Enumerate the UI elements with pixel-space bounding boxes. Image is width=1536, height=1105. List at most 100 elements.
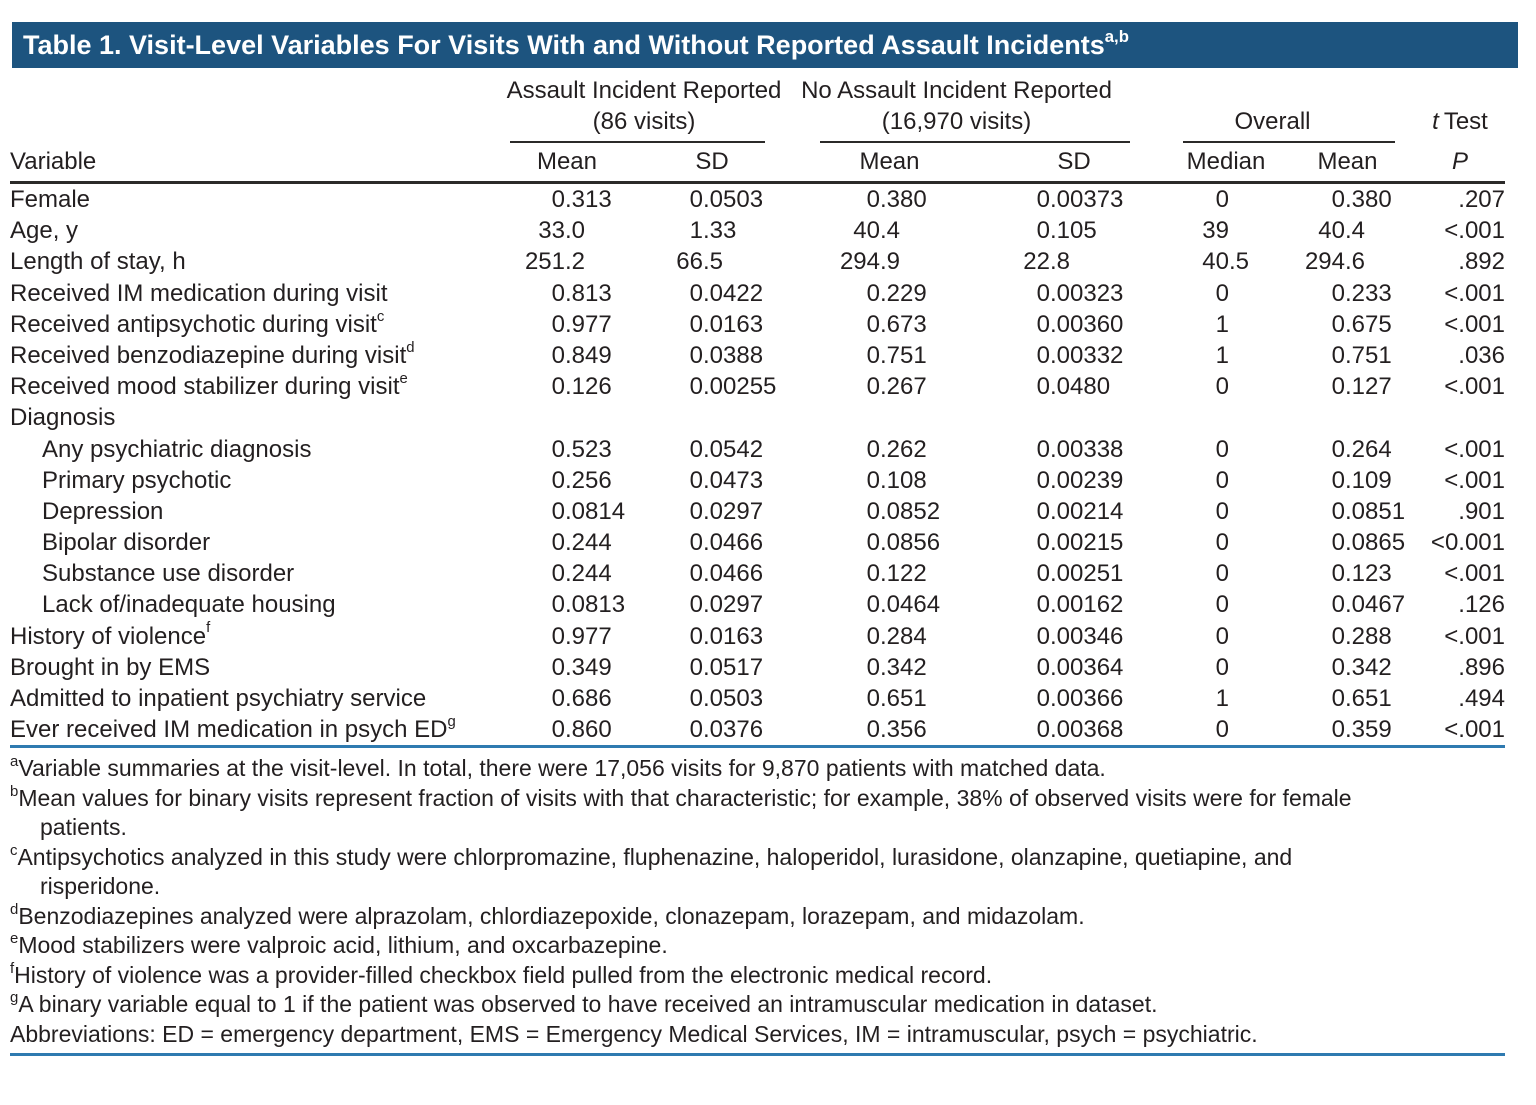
footnote: aVariable summaries at the visit-level. …: [10, 753, 1106, 782]
value-cell: 0: [1215, 529, 1229, 557]
value-cell: <.001: [1444, 279, 1505, 307]
row-label: Substance use disorder: [42, 560, 295, 588]
value-cell: 0.244: [551, 529, 612, 557]
group-t-test: t Test P: [1415, 75, 1505, 181]
group-title: No Assault Incident Reported: [801, 77, 1112, 104]
table-row: Age, y 33.0 1.33 40.4 0.105 39 40.4 <.001: [10, 215, 1505, 246]
row-label: Depression: [42, 497, 164, 525]
value-cell: 0.00373: [1036, 186, 1124, 213]
value-cell: 0.00346: [1036, 622, 1124, 650]
value-cell: 0.00251: [1036, 560, 1124, 588]
value-cell: 1.33: [689, 217, 737, 245]
group-underline: [1183, 141, 1395, 143]
value-cell: 0.977: [551, 310, 612, 338]
value-cell: 1: [1215, 310, 1229, 338]
figure-bottom-rule: [10, 1053, 1505, 1057]
table: Variable Assault Incident Reported (86 v…: [10, 75, 1505, 1057]
value-cell: 0.349: [551, 653, 612, 681]
footnote: dBenzodiazepines analyzed were alprazola…: [10, 900, 1085, 929]
value-cell: 0.0467: [1331, 591, 1406, 619]
value-cell: 0.0297: [689, 591, 764, 619]
footnote: gA binary variable equal to 1 if the pat…: [10, 989, 1158, 1018]
row-label: Age, y: [10, 217, 79, 245]
value-cell: 33.0: [538, 217, 586, 245]
table-row: Admitted to inpatient psychiatry service…: [10, 683, 1505, 714]
value-cell: 0: [1215, 560, 1229, 588]
value-cell: 0.356: [866, 716, 927, 744]
col-sd-assault: SD: [695, 148, 729, 175]
value-cell: 39: [1202, 217, 1229, 245]
value-cell: <.001: [1444, 217, 1505, 245]
value-cell: 0.860: [551, 716, 612, 744]
table-body: Female 0.313 0.0503 0.380 0.00373 0 0.380 .207…: [10, 184, 1505, 745]
value-cell: 0.00338: [1036, 435, 1124, 463]
row-label: Diagnosis: [10, 404, 116, 432]
value-cell: 0: [1215, 497, 1229, 525]
row-label: Received IM medication during visit: [10, 279, 388, 307]
value-cell: <.001: [1444, 435, 1505, 463]
row-label: History of violencef: [10, 620, 211, 650]
value-cell: 0.380: [1331, 186, 1392, 213]
value-cell: 0.751: [1331, 341, 1392, 369]
group-title: Assault Incident Reported: [506, 77, 782, 104]
table-bottom-rule: [10, 745, 1505, 749]
value-cell: 0.229: [866, 279, 927, 307]
group-subtitle: (16,970 visits): [881, 108, 1032, 135]
table-row: Received IM medication during visit 0.81…: [10, 278, 1505, 309]
value-cell: <0.001: [1430, 529, 1505, 557]
table-row: Substance use disorder 0.244 0.0466 0.122 0…: [10, 558, 1505, 589]
col-mean-no-assault: Mean: [859, 148, 920, 175]
value-cell: 0.127: [1331, 373, 1392, 401]
value-cell: 0.0388: [689, 341, 764, 369]
row-label: Brought in by EMS: [10, 653, 211, 681]
value-cell: 0.00366: [1036, 685, 1124, 712]
value-cell: 0.342: [866, 653, 927, 681]
value-cell: <.001: [1444, 622, 1505, 650]
value-cell: 0.0851: [1331, 497, 1406, 525]
value-cell: 0: [1215, 373, 1229, 401]
col-p-value: P: [1451, 148, 1468, 175]
t-test-title: t Test: [1432, 108, 1488, 135]
value-cell: <.001: [1444, 716, 1505, 744]
value-cell: 0.0503: [689, 186, 764, 213]
row-label: Ever received IM medication in psych EDg: [10, 713, 456, 744]
value-cell: 0.651: [1331, 685, 1392, 712]
group-assault-reported: Assault Incident Reported (86 visits) Me…: [505, 75, 783, 181]
value-cell: 0.00215: [1036, 529, 1124, 557]
value-cell: 0: [1215, 186, 1229, 213]
row-label: Received benzodiazepine during visitd: [10, 339, 415, 369]
value-cell: 22.8: [1023, 248, 1071, 276]
value-cell: 0.122: [866, 560, 927, 588]
row-label: Any psychiatric diagnosis: [42, 435, 312, 463]
value-cell: 0.264: [1331, 435, 1392, 463]
value-cell: 0.0865: [1331, 529, 1406, 557]
value-cell: [505, 402, 645, 433]
value-cell: 294.6: [1304, 248, 1366, 276]
value-cell: <.001: [1444, 560, 1505, 588]
table-row: Ever received IM medication in psych EDg…: [10, 714, 1505, 745]
table-header: Variable Assault Incident Reported (86 v…: [10, 75, 1505, 181]
value-cell: 0.0466: [689, 560, 764, 588]
value-cell: 0.675: [1331, 310, 1392, 338]
value-cell: 0.108: [866, 466, 927, 494]
table-row: Any psychiatric diagnosis 0.523 0.0542 0.2…: [10, 434, 1505, 465]
value-cell: 0.267: [866, 373, 927, 401]
value-cell: 0.0852: [866, 497, 941, 525]
value-cell: 0.00332: [1036, 341, 1124, 369]
table-row: Bipolar disorder 0.244 0.0466 0.0856 0.0021…: [10, 527, 1505, 558]
value-cell: 0.0517: [689, 653, 764, 681]
row-label: Primary psychotic: [42, 466, 232, 494]
value-cell: 0.0163: [689, 622, 764, 650]
value-cell: .901: [1458, 497, 1505, 525]
table-title: Table 1. Visit-Level Variables For Visit…: [23, 30, 1105, 60]
value-cell: 0.686: [551, 685, 612, 712]
value-cell: 0: [1215, 435, 1229, 463]
value-cell: 0.00360: [1036, 310, 1124, 338]
value-cell: 0.359: [1331, 716, 1392, 744]
value-cell: 40.4: [1318, 217, 1366, 245]
value-cell: 0.288: [1331, 622, 1392, 650]
value-cell: <.001: [1444, 310, 1505, 338]
col-mean-overall: Mean: [1317, 148, 1378, 175]
value-cell: 0.123: [1331, 560, 1392, 588]
variable-column-header: Variable: [10, 75, 505, 181]
